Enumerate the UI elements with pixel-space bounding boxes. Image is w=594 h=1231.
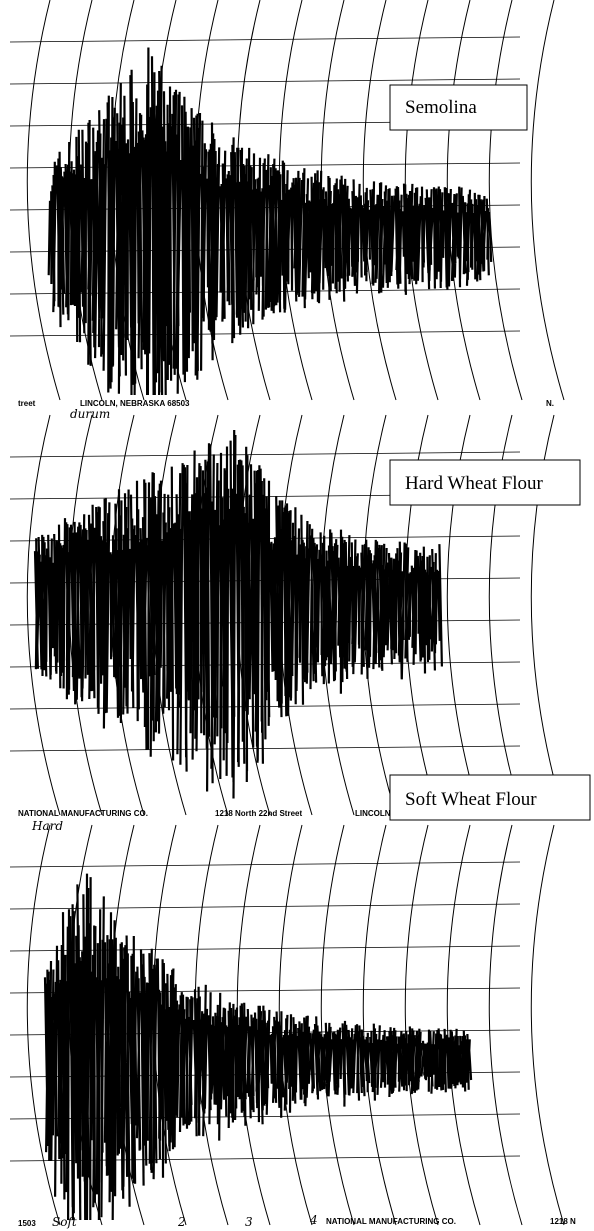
footer-text: treet — [18, 399, 36, 408]
grid-arc — [404, 824, 439, 1226]
grid-line — [9, 861, 521, 868]
mixogram-trace — [33, 429, 443, 799]
footer-text: 1503 — [18, 1219, 36, 1228]
grid-line — [9, 330, 521, 337]
mixogram-trace — [47, 47, 493, 396]
footer-text: 1218 N — [550, 1217, 576, 1226]
panel-label: Soft Wheat Flour — [405, 789, 537, 810]
panel-1-text: Semolina treet LINCOLN, NEBRASKA 68503 N… — [18, 84, 554, 421]
panel-label: Hard Wheat Flour — [405, 473, 544, 494]
grid-arc — [320, 824, 355, 1226]
grid-arc — [530, 824, 565, 1226]
grid-arc — [446, 824, 481, 1226]
footer-text: 1218 North 22nd Street — [215, 809, 302, 818]
grid-arc — [26, 824, 61, 1226]
grid-line — [9, 745, 521, 752]
panel-label: Semolina — [405, 97, 477, 118]
footer-text: LINCOLN, NEBRASKA 68503 — [80, 399, 190, 408]
handwritten-note: durum — [70, 407, 110, 421]
grid-arc — [488, 0, 523, 401]
grid-line — [9, 78, 521, 85]
grid-arc — [488, 824, 523, 1226]
grid-arc — [26, 414, 61, 816]
handwritten-note: Hard — [31, 819, 63, 833]
grid-line — [9, 451, 521, 458]
handwritten-note: 3 — [245, 1215, 253, 1229]
grid-arc — [530, 0, 565, 401]
grid-arc — [26, 0, 61, 401]
grid-line — [9, 36, 521, 43]
footer-text: N. — [546, 399, 554, 408]
handwritten-note: Soft — [52, 1215, 77, 1229]
handwritten-note: 4 — [309, 1213, 318, 1227]
label-box — [389, 774, 591, 821]
grid-line — [9, 903, 521, 910]
grid-arc — [362, 0, 397, 401]
grid-arc — [362, 824, 397, 1226]
traces — [9, 0, 565, 1226]
mixogram-trace — [43, 873, 473, 1221]
handwritten-note: 2 — [177, 1215, 186, 1229]
footer-text: NATIONAL MANUFACTURING CO. — [326, 1217, 456, 1226]
label-box — [389, 459, 581, 506]
panel-3-text: Soft Wheat Flour 1503 2 3 4 NATIONAL MAN… — [18, 774, 591, 1229]
footer-text: NATIONAL MANUFACTURING CO. — [18, 809, 148, 818]
label-box — [389, 84, 528, 131]
